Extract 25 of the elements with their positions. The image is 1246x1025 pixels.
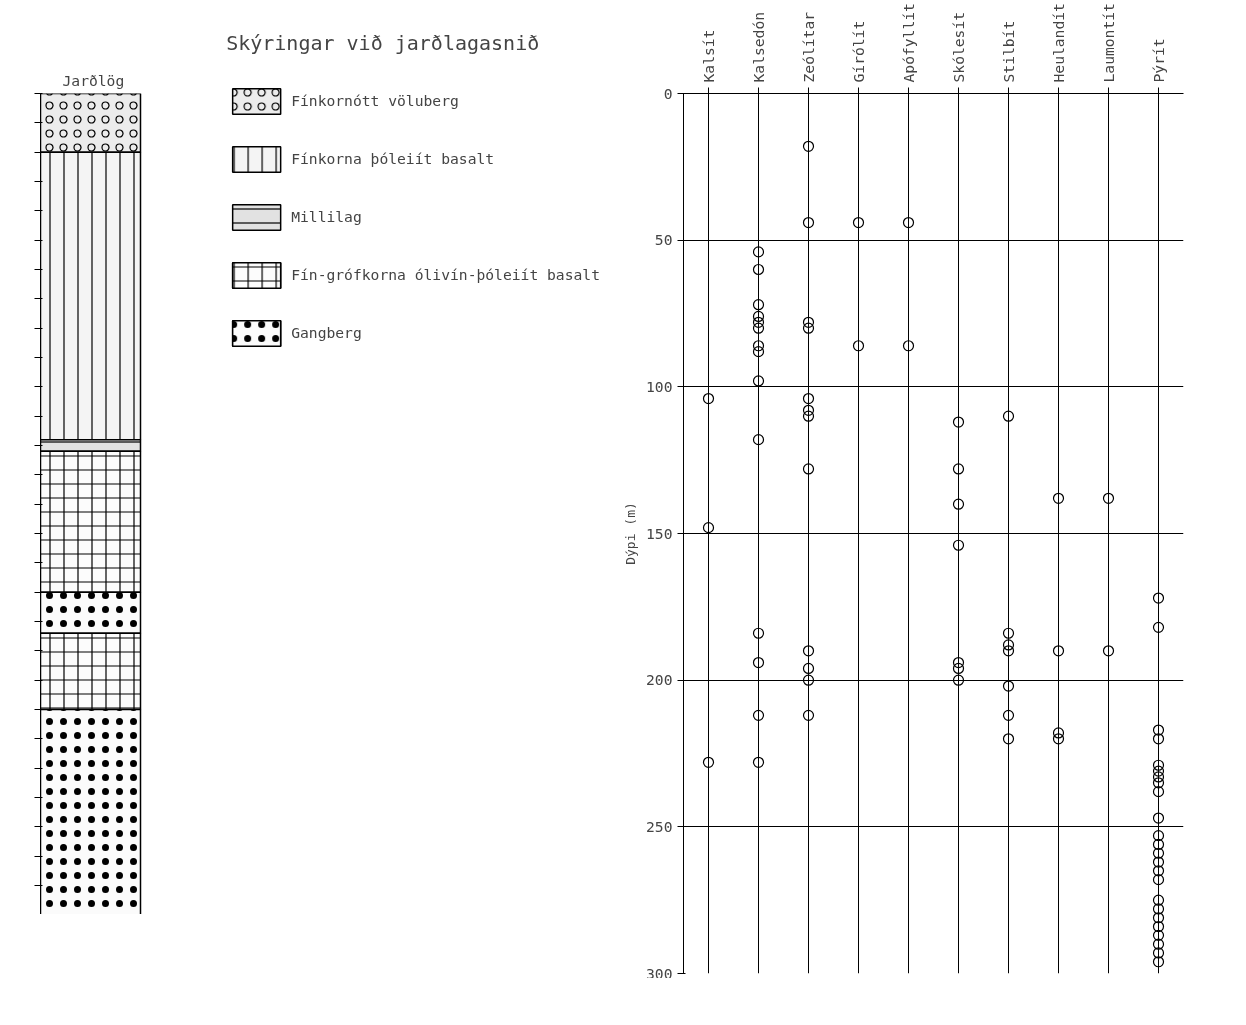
y-tick-label: 50 [654, 231, 673, 249]
y-tick-label: 150 [646, 524, 673, 542]
y-tick-label: 300 [646, 964, 673, 982]
y-tick-label: 0 [663, 84, 673, 102]
x-tick-label: Gírólít [850, 20, 867, 83]
legend-label: Gangberg [291, 324, 362, 342]
y-tick-label: 250 [646, 817, 673, 835]
x-tick-label: Heulandít [1050, 3, 1067, 83]
legend-label: Fínkornótt völuberg [291, 92, 459, 110]
legend-label: Fín-grófkorna ólivín-þóleiít basalt [291, 266, 600, 284]
x-tick-label: Kalsedón [750, 11, 767, 83]
x-tick-label: Zeólítar [800, 11, 817, 83]
legend-label: Fínkorna þóleiít basalt [291, 150, 495, 168]
y-tick-label: 200 [646, 671, 673, 689]
x-tick-label: Pýrít [1150, 38, 1167, 83]
legend-label: Millilag [291, 208, 362, 226]
x-tick-label: Laumontít [1100, 3, 1117, 83]
chart-title: Jarðlög [62, 71, 125, 89]
legend-title: Skýringar við jarðlagasnið [226, 30, 541, 55]
x-tick-label: Kalsít [700, 29, 717, 83]
x-tick-label: Skólesít [950, 11, 967, 83]
y-tick-label: 100 [646, 377, 673, 395]
x-tick-label: Apófyllít [900, 3, 917, 83]
x-tick-label: Stilbít [1000, 20, 1017, 83]
y-axis-title: Dýpi (m) [623, 502, 639, 565]
